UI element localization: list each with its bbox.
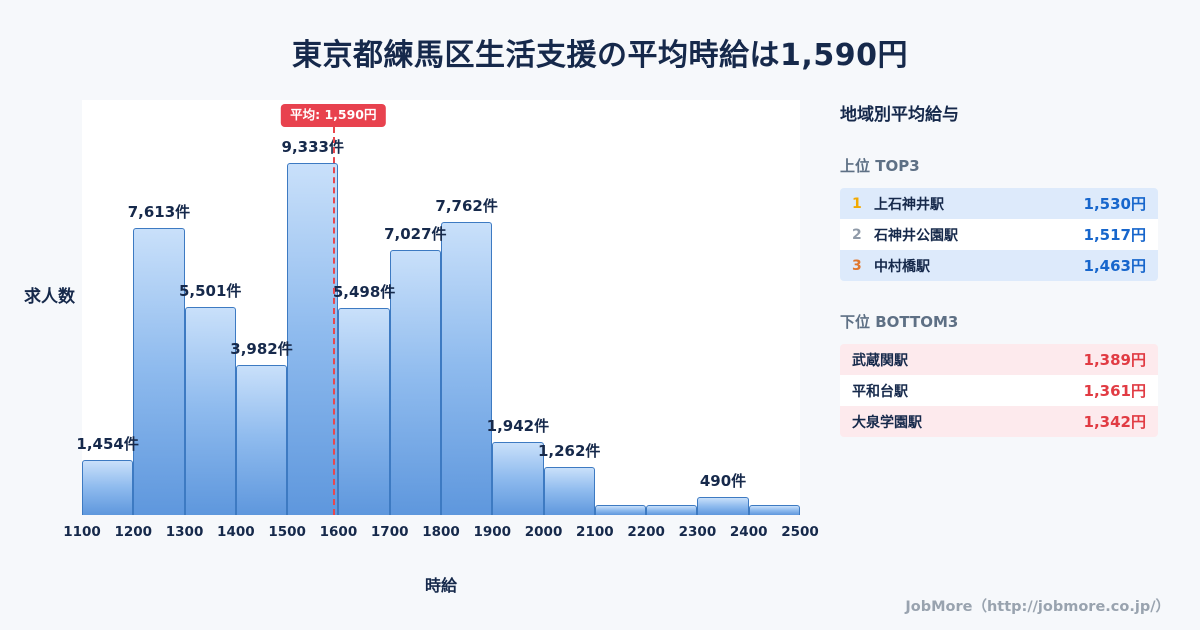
x-axis-ticks: 1100 1200 1300 1400 1500 1600 1700 1800 1900 2000… — [63, 524, 819, 544]
x-tick-label: 2300 — [678, 524, 717, 540]
rank-badge: 1 — [852, 195, 862, 212]
station-name: 大泉学園駅 — [852, 414, 922, 431]
x-tick-label: 1300 — [165, 524, 204, 540]
x-tick-label: 2200 — [627, 524, 665, 540]
x-tick-label: 1600 — [319, 524, 358, 540]
histogram-bar — [492, 441, 544, 515]
histogram-bar — [440, 222, 493, 515]
histogram-bar-slot: 490件 — [697, 100, 749, 515]
histogram-bar — [133, 227, 185, 515]
bottom3-panel: 武蔵関駅 1,389円平和台駅 1,361円大泉学園駅 1,342円 — [840, 344, 1158, 437]
histogram-bar-slot — [646, 100, 698, 515]
bar-value-label: 7,762件 — [435, 197, 498, 216]
top3-heading: 上位 TOP3 — [840, 157, 920, 175]
histogram-bar-slot: 3,982件 — [230, 100, 293, 515]
histogram-bar — [82, 460, 134, 515]
histogram-bar — [389, 249, 441, 515]
histogram-bar — [287, 162, 339, 515]
bar-value-label: 3,982件 — [230, 339, 293, 358]
histogram-bar-slot: 7,613件 — [128, 100, 190, 515]
x-tick-label: 2400 — [729, 524, 768, 540]
bar-value-label: 1,262件 — [537, 442, 601, 461]
bar-value-label: 1,942件 — [486, 416, 550, 435]
rank-badge: 3 — [852, 257, 862, 274]
x-tick-label: 1900 — [473, 524, 512, 540]
sidebar: 地域別平均給与 上位 TOP3 1 上石神井駅 1,530円 2 石神井公園駅 1,517… — [840, 100, 1158, 437]
histogram-bar — [646, 505, 698, 515]
x-tick-label: 1400 — [217, 524, 255, 540]
footer-credit: JobMore（http://jobmore.co.jp/） — [905, 599, 1170, 615]
bar-value-label: 7,613件 — [127, 202, 191, 221]
histogram-bar — [543, 467, 595, 515]
histogram-bar — [748, 505, 800, 515]
salary-value: 1,342円 — [1083, 413, 1146, 431]
ranking-row: 2 石神井公園駅 1,517円 — [840, 219, 1158, 250]
ranking-row: 3 中村橋駅 1,463円 — [840, 250, 1158, 281]
x-tick-label: 1200 — [114, 524, 153, 540]
plot-area: 1,454件 7,613件 5,501件 3,982件 9,333件 5,498件 7,02… — [76, 100, 800, 515]
histogram-bar — [184, 307, 236, 515]
histogram-bar-slot: 7,027件 — [384, 100, 447, 515]
bar-value-label: 490件 — [699, 471, 747, 490]
x-tick-label: 2100 — [576, 524, 614, 540]
salary-value: 1,463円 — [1083, 257, 1146, 275]
sidebar-title: 地域別平均給与 — [840, 105, 959, 125]
histogram-bar — [594, 505, 647, 515]
histogram-bar-slot — [748, 100, 800, 515]
histogram-bar-slot: 5,498件 — [333, 100, 395, 515]
salary-value: 1,361円 — [1083, 382, 1146, 400]
average-line — [333, 127, 336, 515]
salary-value: 1,389円 — [1083, 351, 1146, 369]
x-tick-label: 1100 — [63, 524, 101, 540]
bar-value-label: 5,501件 — [178, 282, 242, 301]
bar-value-label: 5,498件 — [332, 282, 396, 301]
histogram-bar-slot: 9,333件 — [282, 100, 344, 515]
histogram-bar-slot: 1,262件 — [538, 100, 600, 515]
station-name: 上石神井駅 — [874, 196, 944, 213]
bar-value-label: 7,027件 — [384, 224, 447, 243]
bars-container: 1,454件 7,613件 5,501件 3,982件 9,333件 5,498件 7,02… — [76, 100, 800, 515]
y-axis-label: 求人数 — [24, 287, 75, 307]
station-name: 武蔵関駅 — [852, 352, 908, 369]
ranking-row: 平和台駅 1,361円 — [840, 375, 1158, 406]
histogram-bar — [697, 496, 749, 515]
bottom3-heading: 下位 BOTTOM3 — [840, 313, 959, 331]
bar-value-label: 1,454件 — [76, 435, 139, 454]
top3-panel: 1 上石神井駅 1,530円 2 石神井公園駅 1,517円 3 中村橋駅 1,463円 — [840, 188, 1158, 281]
x-axis-label: 時給 — [424, 576, 457, 595]
station-name: 中村橋駅 — [874, 258, 930, 275]
x-tick-label: 2000 — [524, 524, 563, 540]
histogram-bar — [235, 364, 288, 515]
histogram-bar-slot: 1,942件 — [487, 100, 549, 515]
page-title: 東京都練馬区生活支援の平均時給は1,590円 — [292, 38, 908, 73]
histogram-bar-slot: 5,501件 — [179, 100, 241, 515]
x-tick-label: 2500 — [781, 524, 819, 540]
rank-badge: 2 — [852, 226, 862, 243]
histogram-bar-slot: 7,762件 — [435, 100, 498, 515]
salary-value: 1,517円 — [1083, 226, 1146, 244]
station-name: 石神井公園駅 — [874, 227, 958, 244]
average-badge: 平均: 1,590円 — [281, 104, 386, 127]
ranking-row: 武蔵関駅 1,389円 — [840, 344, 1158, 375]
ranking-row: 1 上石神井駅 1,530円 — [840, 188, 1158, 219]
x-tick-label: 1700 — [370, 524, 409, 540]
bar-value-label: 9,333件 — [281, 137, 344, 156]
x-tick-label: 1500 — [268, 524, 306, 540]
histogram-bar — [338, 307, 390, 515]
ranking-row: 大泉学園駅 1,342円 — [840, 406, 1158, 437]
histogram-bar-slot: 1,454件 — [76, 100, 139, 515]
salary-value: 1,530円 — [1083, 195, 1146, 213]
station-name: 平和台駅 — [852, 383, 908, 400]
histogram-bar-slot — [594, 100, 647, 515]
x-tick-label: 1800 — [422, 524, 460, 540]
